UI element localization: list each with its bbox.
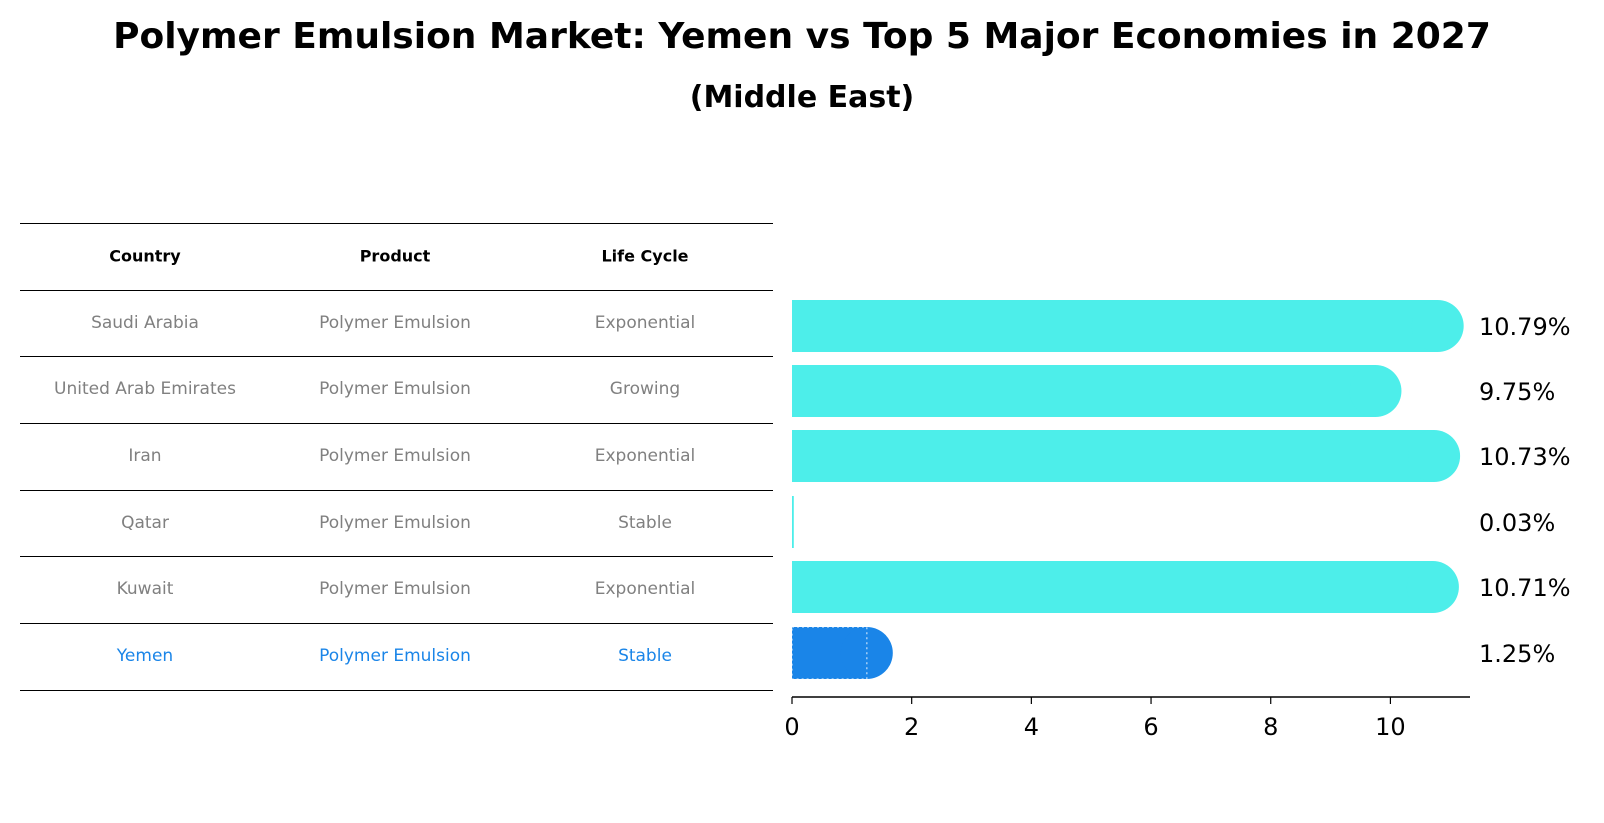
bar-cap: [1406, 561, 1459, 613]
table-cell-product: Polymer Emulsion: [319, 513, 471, 533]
table-cell-product: Polymer Emulsion: [319, 579, 471, 599]
table-rule: [20, 690, 773, 691]
table-cell-life-cycle: Exponential: [594, 313, 696, 333]
data-label: 0.03%: [1479, 509, 1555, 537]
x-tick-label: 2: [904, 713, 919, 741]
table-cell-product: Polymer Emulsion: [319, 646, 471, 666]
bar: [792, 365, 1376, 417]
table-rule: [20, 623, 773, 624]
table-cell-product: Polymer Emulsion: [319, 313, 471, 333]
chart-title: Polymer Emulsion Market: Yemen vs Top 5 …: [113, 16, 1491, 57]
table-cell-life-cycle: Exponential: [594, 446, 696, 466]
table-cell-life-cycle: Growing: [609, 379, 681, 399]
table-rule: [20, 223, 773, 224]
bar-outline: [791, 626, 868, 680]
data-label: 1.25%: [1479, 640, 1555, 668]
table-rule: [20, 490, 773, 491]
table-header-cell: Product: [359, 246, 431, 266]
x-tick-label: 4: [1024, 713, 1039, 741]
table-cell-product: Polymer Emulsion: [319, 379, 471, 399]
table-rule: [20, 356, 773, 357]
table-cell-country: Kuwait: [116, 579, 174, 599]
x-tick-label: 6: [1143, 713, 1158, 741]
table-rule: [20, 556, 773, 557]
data-label: 10.73%: [1479, 443, 1571, 471]
data-label: 10.79%: [1479, 313, 1571, 341]
table-cell-country: United Arab Emirates: [54, 379, 236, 399]
x-tick-label: 8: [1263, 713, 1278, 741]
table-cell-product: Polymer Emulsion: [319, 446, 471, 466]
table-header-cell: Country: [109, 246, 181, 266]
bar: [792, 496, 794, 548]
table-cell-country: Saudi Arabia: [91, 313, 199, 333]
chart-subtitle: (Middle East): [689, 80, 915, 115]
table-cell-life-cycle: Stable: [618, 646, 672, 666]
bar-cap: [1349, 365, 1402, 417]
table-rule: [20, 290, 773, 291]
table-cell-life-cycle: Exponential: [594, 579, 696, 599]
table-cell-country: Iran: [128, 446, 162, 466]
bar: [792, 561, 1433, 613]
bar-cap: [1411, 300, 1464, 352]
bar: [792, 300, 1438, 352]
data-label: 10.71%: [1479, 574, 1571, 602]
bar: [792, 430, 1435, 482]
table-rule: [20, 423, 773, 424]
table-cell-country: Qatar: [121, 513, 169, 533]
x-tick-label: 0: [784, 713, 799, 741]
bar-cap: [1408, 430, 1461, 482]
data-label: 9.75%: [1479, 378, 1555, 406]
table-cell-life-cycle: Stable: [618, 513, 672, 533]
table-header-cell: Life Cycle: [601, 246, 689, 266]
x-tick-label: 10: [1375, 713, 1406, 741]
table-cell-country: Yemen: [116, 646, 174, 666]
